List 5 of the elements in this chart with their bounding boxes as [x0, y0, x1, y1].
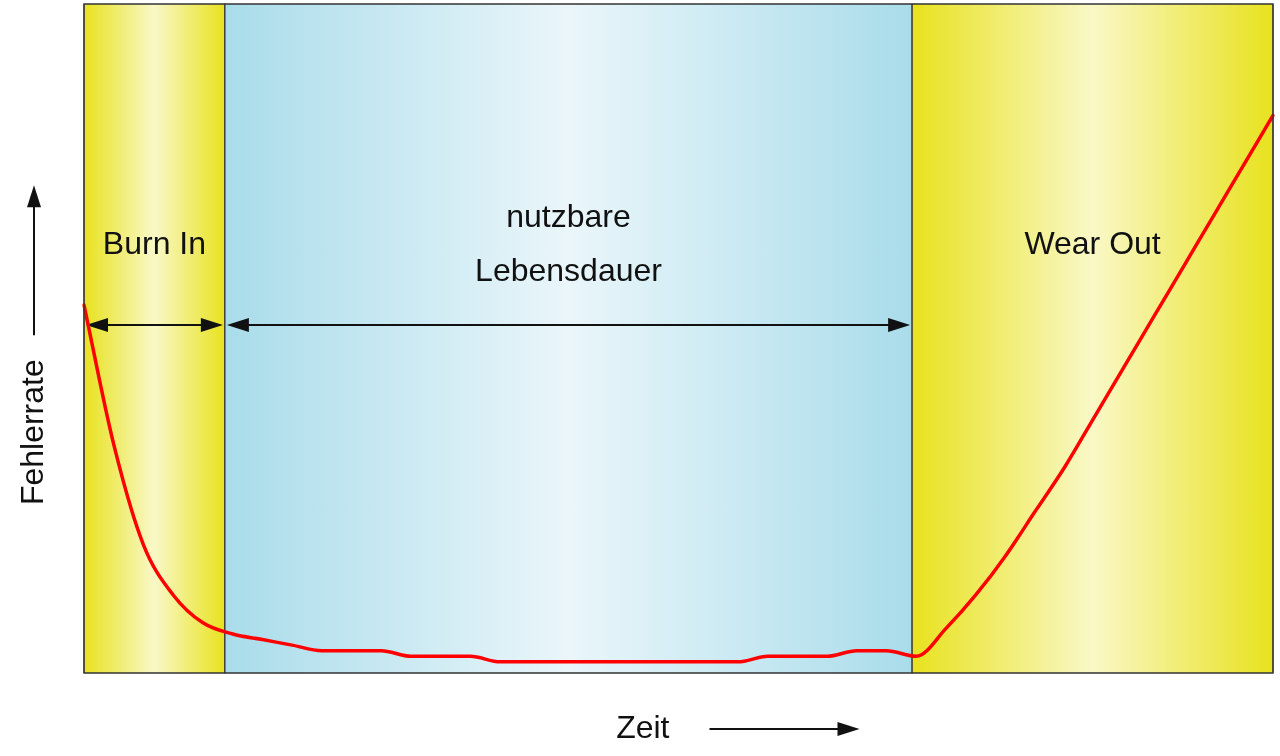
annotation: Wear Out [1024, 224, 1161, 261]
annotation: Burn In [102, 224, 207, 261]
annotation: nutzbare Lebensdauer [475, 197, 663, 288]
x-axis-title: Zeit [616, 708, 670, 745]
y-axis-title: Fehlerrate [13, 359, 50, 506]
